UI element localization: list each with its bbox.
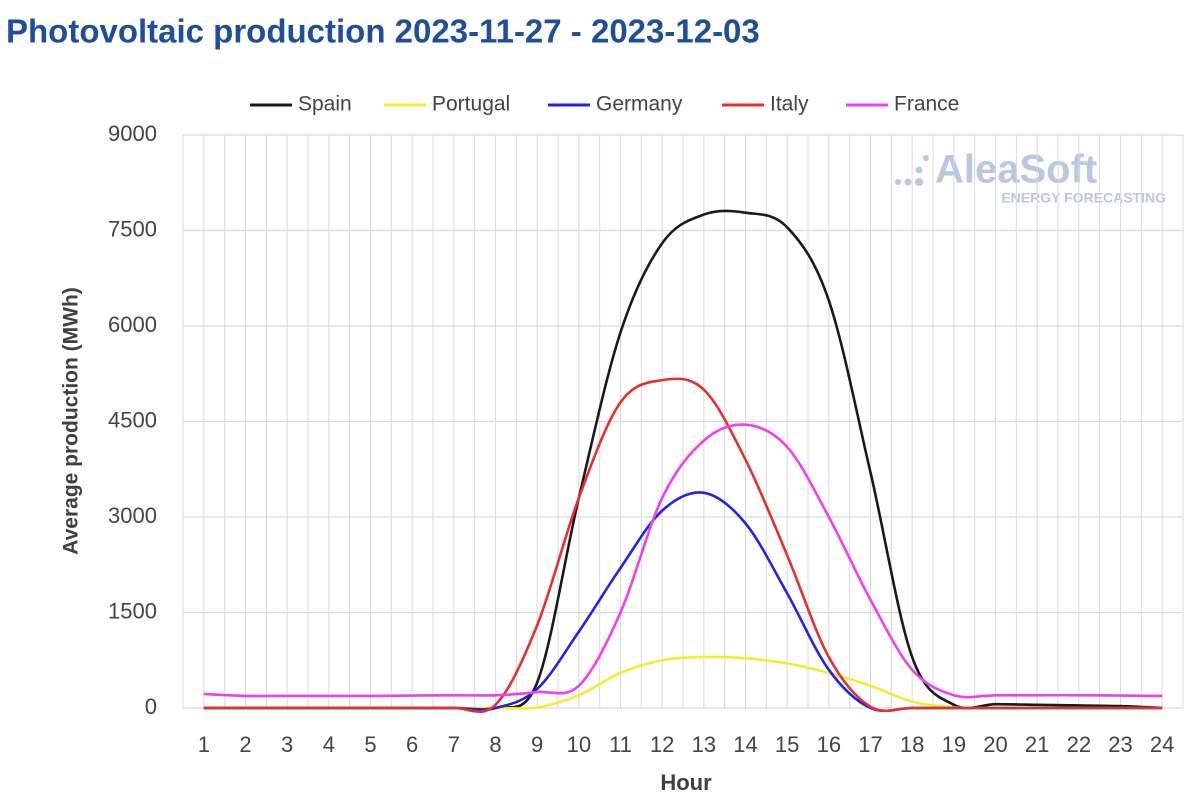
- legend-item: Italy: [722, 93, 809, 116]
- logo-dot: [915, 178, 923, 186]
- chart-title: Photovoltaic production 2023-11-27 - 202…: [6, 13, 760, 50]
- logo-dot: [904, 178, 912, 186]
- logo-dot: [915, 166, 923, 174]
- legend-label: Spain: [298, 93, 352, 116]
- y-axis-label: Average production (MWh): [60, 287, 83, 555]
- series-line: [203, 423, 1163, 699]
- x-tick-label: 23: [1108, 732, 1132, 757]
- x-tick-label: 19: [942, 732, 966, 757]
- grid: [182, 134, 1184, 709]
- legend-label: Portugal: [432, 93, 510, 116]
- x-tick-label: 21: [1025, 732, 1049, 757]
- x-tick-label: 15: [775, 732, 799, 757]
- x-tick-label: 2: [239, 732, 251, 757]
- x-tick-label: 4: [323, 732, 335, 757]
- x-axis-label: Hour: [660, 770, 712, 795]
- y-tick-label: 3000: [108, 503, 157, 528]
- legend-item: Spain: [250, 93, 352, 116]
- logo-dot: [895, 179, 901, 185]
- x-tick-label: 17: [858, 732, 882, 757]
- x-tick-label: 12: [650, 732, 674, 757]
- x-tick-label: 16: [817, 732, 841, 757]
- x-tick-label: 7: [448, 732, 460, 757]
- x-tick-label: 5: [364, 732, 376, 757]
- legend-item: Portugal: [384, 93, 510, 116]
- y-tick-label: 0: [145, 694, 157, 719]
- x-tick-label: 1: [198, 732, 210, 757]
- x-tick-label: 13: [692, 732, 716, 757]
- x-tick-label: 22: [1067, 732, 1091, 757]
- y-tick-label: 1500: [108, 598, 157, 623]
- watermark-tagline: ENERGY FORECASTING: [1001, 190, 1166, 206]
- y-tick-label: 7500: [108, 216, 157, 241]
- x-tick-label: 11: [609, 732, 632, 757]
- x-tick-label: 18: [900, 732, 924, 757]
- series-line: [203, 377, 1163, 714]
- x-tick-label: 24: [1150, 732, 1174, 757]
- y-tick-label: 4500: [108, 407, 157, 432]
- x-tick-label: 10: [567, 732, 591, 757]
- legend-item: Germany: [548, 93, 683, 116]
- y-tick-label: 6000: [108, 312, 157, 337]
- legend-label: Germany: [596, 93, 683, 116]
- x-tick-label: 9: [531, 732, 543, 757]
- y-tick-label: 9000: [108, 121, 157, 146]
- x-tick-label: 20: [983, 732, 1007, 757]
- x-tick-label: 8: [489, 732, 501, 757]
- x-tick-label: 3: [281, 732, 293, 757]
- legend-label: Italy: [770, 93, 809, 116]
- logo-dot: [923, 155, 929, 161]
- legend-item: France: [846, 93, 959, 116]
- legend-label: France: [894, 93, 959, 116]
- x-tick-label: 14: [733, 732, 757, 757]
- x-tick-label: 6: [406, 732, 418, 757]
